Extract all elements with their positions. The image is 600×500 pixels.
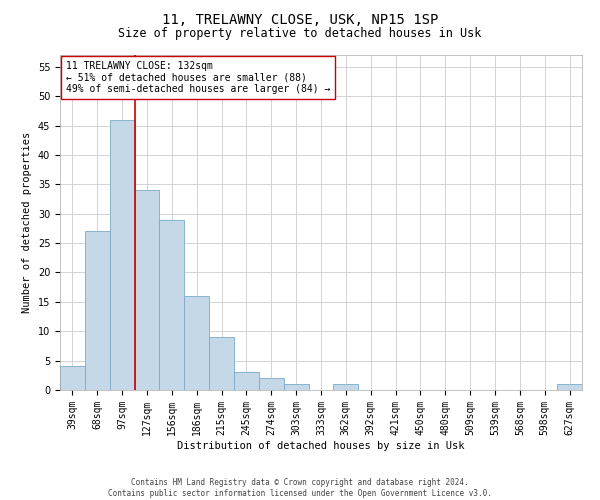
Bar [184,296,209,390]
Text: 11, TRELAWNY CLOSE, USK, NP15 1SP: 11, TRELAWNY CLOSE, USK, NP15 1SP [162,12,438,26]
Bar [284,384,308,390]
Bar [160,220,184,390]
Bar [334,384,358,390]
Bar [259,378,284,390]
Text: Contains HM Land Registry data © Crown copyright and database right 2024.
Contai: Contains HM Land Registry data © Crown c… [108,478,492,498]
Bar [557,384,582,390]
Bar [234,372,259,390]
X-axis label: Distribution of detached houses by size in Usk: Distribution of detached houses by size … [177,440,465,450]
Bar [85,232,110,390]
Bar [134,190,160,390]
Bar [110,120,134,390]
Text: 11 TRELAWNY CLOSE: 132sqm
← 51% of detached houses are smaller (88)
49% of semi-: 11 TRELAWNY CLOSE: 132sqm ← 51% of detac… [65,60,330,94]
Bar [60,366,85,390]
Y-axis label: Number of detached properties: Number of detached properties [22,132,32,313]
Text: Size of property relative to detached houses in Usk: Size of property relative to detached ho… [118,28,482,40]
Bar [209,337,234,390]
